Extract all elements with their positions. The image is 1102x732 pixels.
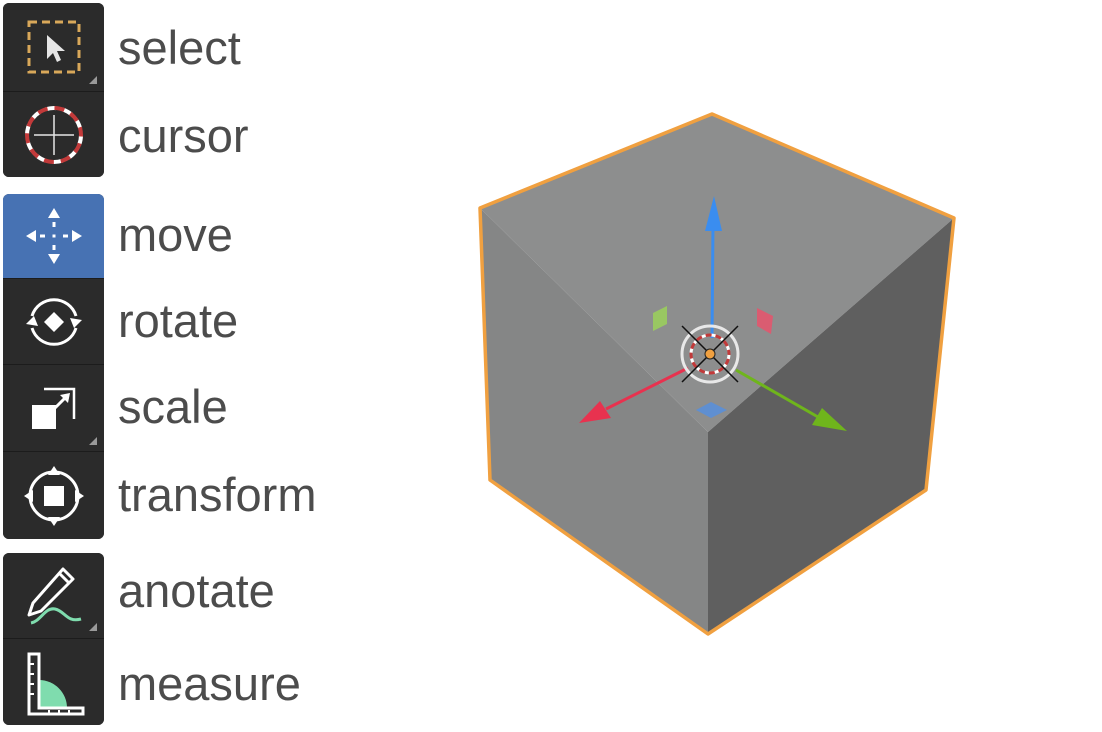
move-tool-button[interactable] — [3, 194, 104, 278]
measure-label: measure — [118, 657, 301, 710]
select-box-icon — [27, 20, 80, 74]
tool-group-transform — [3, 194, 104, 539]
transform-label: transform — [118, 468, 317, 521]
scale-tool-button[interactable] — [3, 364, 104, 452]
scale-label: scale — [118, 380, 228, 433]
move-icon — [25, 208, 82, 264]
yz-plane-handle[interactable] — [653, 306, 667, 331]
object-origin — [704, 348, 716, 360]
cube-top-face — [480, 114, 954, 432]
tool-shelf — [0, 0, 105, 732]
z-axis-arrow[interactable] — [705, 196, 722, 231]
cube-left-face — [480, 208, 708, 634]
x-axis-arrow[interactable] — [579, 401, 611, 423]
scale-icon — [31, 387, 75, 429]
cursor-icon — [24, 106, 83, 164]
select-tool-button[interactable] — [3, 3, 104, 91]
submenu-indicator — [89, 76, 97, 84]
annotate-icon — [27, 567, 81, 624]
cube-selection-outline — [478, 112, 956, 636]
rotate-tool-button[interactable] — [3, 278, 104, 365]
rotate-icon — [25, 298, 82, 346]
anotate-label: anotate — [118, 564, 275, 617]
transform-icon — [23, 466, 84, 526]
y-axis-arrow[interactable] — [812, 408, 847, 431]
submenu-indicator — [89, 623, 97, 631]
cursor-tool-button[interactable] — [3, 91, 104, 177]
submenu-indicator — [89, 437, 97, 445]
tool-group-annotate — [3, 553, 104, 725]
move-label: move — [118, 208, 233, 261]
transform-tool-button[interactable] — [3, 451, 104, 539]
cube[interactable] — [478, 112, 956, 636]
cursor-label: cursor — [118, 109, 249, 162]
annotate-tool-button[interactable] — [3, 553, 104, 638]
transform-gizmo[interactable] — [579, 196, 847, 431]
measure-tool-button[interactable] — [3, 638, 104, 725]
measure-icon — [27, 652, 84, 715]
xz-plane-handle[interactable] — [757, 308, 773, 334]
tool-group-select — [3, 3, 104, 177]
xy-plane-handle[interactable] — [696, 402, 727, 418]
rotate-label: rotate — [118, 294, 239, 347]
select-label: select — [118, 21, 241, 74]
